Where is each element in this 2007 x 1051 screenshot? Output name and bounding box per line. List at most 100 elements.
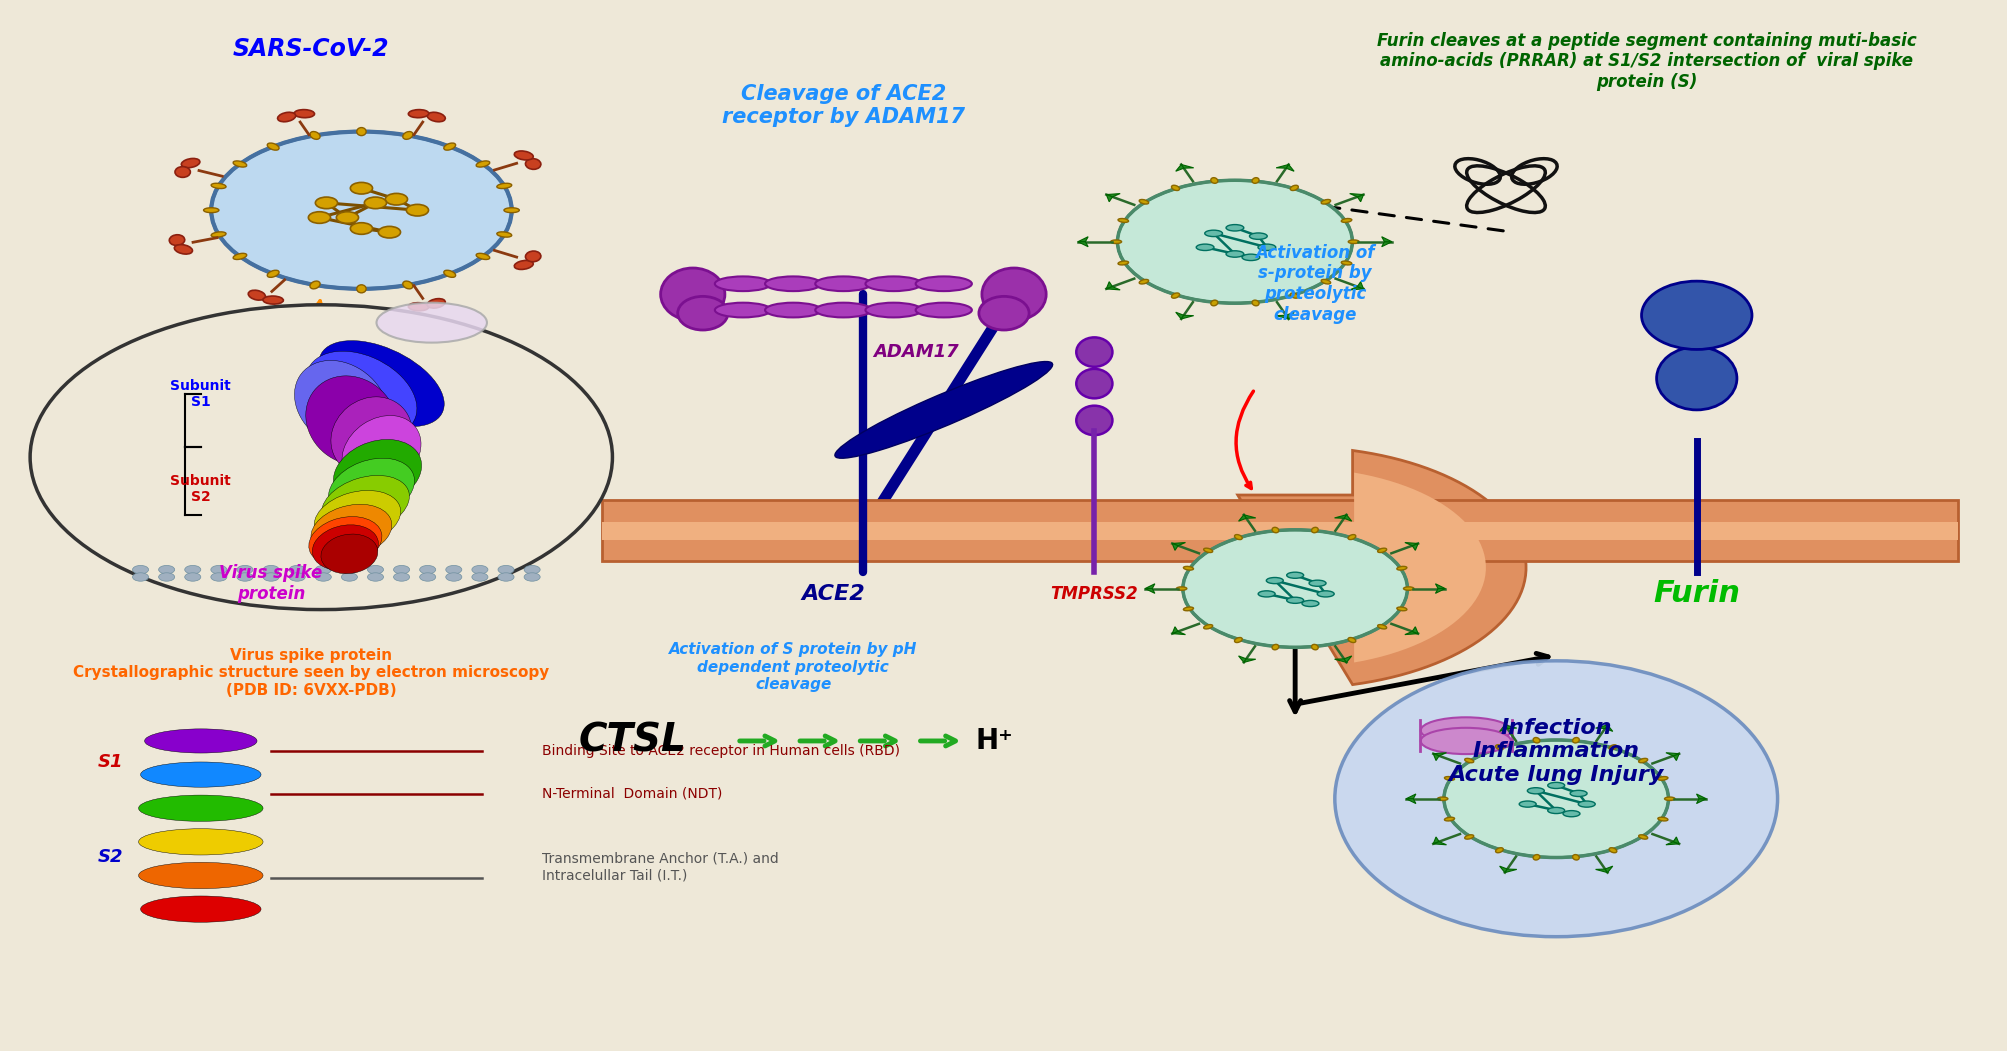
Ellipse shape (407, 109, 429, 118)
Ellipse shape (514, 151, 534, 160)
Ellipse shape (295, 360, 387, 449)
Ellipse shape (444, 270, 456, 277)
Circle shape (315, 565, 331, 574)
Ellipse shape (1291, 185, 1299, 190)
Ellipse shape (1321, 280, 1331, 284)
Ellipse shape (1341, 261, 1351, 265)
Polygon shape (1666, 753, 1678, 756)
Polygon shape (1106, 194, 1112, 202)
Circle shape (159, 573, 175, 581)
Ellipse shape (1638, 759, 1648, 763)
Circle shape (132, 573, 149, 581)
Ellipse shape (476, 253, 490, 260)
Text: Furin: Furin (1652, 579, 1740, 609)
Ellipse shape (1234, 638, 1242, 642)
Text: Virus spike
protein: Virus spike protein (219, 564, 323, 602)
Ellipse shape (1347, 638, 1355, 642)
Ellipse shape (504, 208, 520, 212)
Ellipse shape (1443, 777, 1453, 780)
Ellipse shape (1266, 577, 1282, 583)
Polygon shape (1433, 837, 1439, 844)
Ellipse shape (1656, 347, 1736, 410)
Ellipse shape (1377, 549, 1387, 553)
Ellipse shape (1118, 261, 1128, 265)
Ellipse shape (311, 504, 391, 557)
Ellipse shape (1291, 293, 1299, 298)
Text: N-Terminal  Domain (NDT): N-Terminal Domain (NDT) (542, 786, 723, 801)
Ellipse shape (514, 261, 534, 269)
Bar (602, 521, 1957, 540)
Ellipse shape (915, 303, 971, 317)
Polygon shape (1405, 632, 1417, 635)
Ellipse shape (1495, 848, 1503, 852)
Ellipse shape (1341, 219, 1351, 223)
Circle shape (446, 565, 462, 574)
Ellipse shape (1202, 549, 1212, 553)
Polygon shape (1357, 194, 1363, 202)
Polygon shape (1284, 312, 1293, 318)
Circle shape (289, 573, 305, 581)
Polygon shape (1381, 242, 1391, 247)
Polygon shape (1604, 725, 1612, 731)
Ellipse shape (1196, 244, 1214, 250)
Circle shape (419, 565, 436, 574)
Circle shape (498, 573, 514, 581)
Circle shape (1118, 181, 1351, 303)
Polygon shape (1106, 282, 1112, 289)
Polygon shape (1349, 193, 1363, 197)
Polygon shape (1596, 869, 1608, 872)
Ellipse shape (1138, 280, 1148, 284)
Ellipse shape (321, 475, 409, 534)
Ellipse shape (1311, 528, 1317, 533)
Ellipse shape (815, 303, 871, 317)
Ellipse shape (1170, 293, 1178, 298)
Ellipse shape (526, 159, 540, 169)
Ellipse shape (1252, 178, 1258, 183)
Ellipse shape (309, 517, 381, 565)
Ellipse shape (1519, 801, 1535, 807)
Circle shape (341, 573, 357, 581)
Circle shape (498, 565, 514, 574)
Ellipse shape (1309, 580, 1325, 586)
Text: S2: S2 (98, 847, 122, 866)
Circle shape (185, 573, 201, 581)
Ellipse shape (765, 303, 821, 317)
Text: Transmembrane Anchor (T.A.) and
Intracelullar Tail (I.T.): Transmembrane Anchor (T.A.) and Intracel… (542, 852, 779, 882)
Ellipse shape (1347, 535, 1355, 539)
Ellipse shape (1658, 818, 1668, 821)
Polygon shape (1276, 315, 1288, 318)
Ellipse shape (1571, 738, 1578, 743)
Polygon shape (1236, 451, 1525, 684)
Ellipse shape (331, 397, 411, 475)
Ellipse shape (714, 276, 771, 291)
Circle shape (263, 565, 279, 574)
Circle shape (337, 211, 359, 223)
Ellipse shape (444, 143, 456, 150)
Ellipse shape (1076, 369, 1112, 398)
Circle shape (237, 573, 253, 581)
Polygon shape (1672, 837, 1678, 844)
Ellipse shape (357, 127, 365, 136)
Ellipse shape (835, 362, 1052, 458)
Polygon shape (1172, 626, 1178, 634)
Ellipse shape (981, 268, 1046, 321)
Circle shape (211, 131, 512, 289)
Polygon shape (1666, 842, 1678, 845)
Text: ADAM17: ADAM17 (873, 343, 959, 362)
Circle shape (363, 198, 385, 209)
Ellipse shape (1638, 834, 1648, 839)
Ellipse shape (1182, 566, 1192, 570)
Circle shape (263, 573, 279, 581)
Ellipse shape (1533, 854, 1539, 860)
Polygon shape (1106, 287, 1120, 290)
Ellipse shape (140, 895, 261, 923)
Ellipse shape (277, 112, 295, 122)
Polygon shape (1180, 165, 1192, 168)
Circle shape (159, 565, 175, 574)
Ellipse shape (1443, 818, 1453, 821)
Ellipse shape (1547, 807, 1563, 813)
Ellipse shape (138, 828, 263, 856)
Polygon shape (1078, 236, 1088, 242)
Ellipse shape (1321, 200, 1331, 204)
Polygon shape (1343, 515, 1351, 521)
